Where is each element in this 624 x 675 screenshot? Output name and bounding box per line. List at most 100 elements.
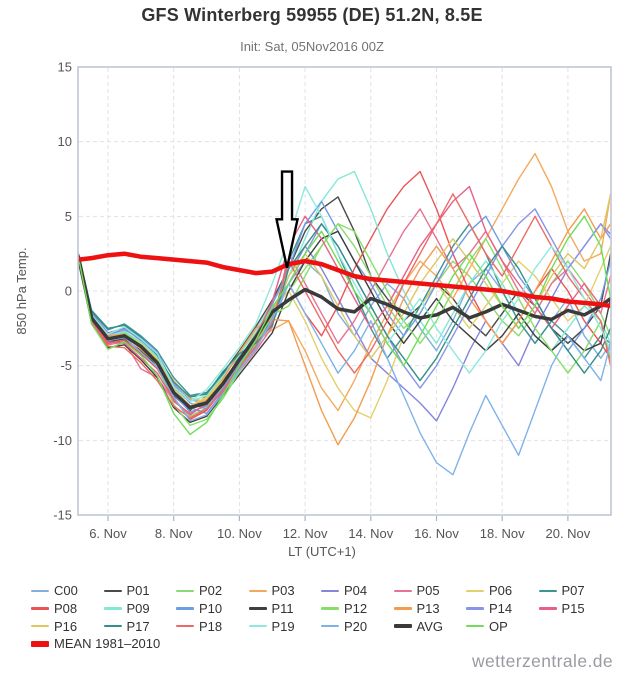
legend-label-p14: P14 [489,601,513,617]
legend-label-p10: P10 [199,601,223,617]
legend-swatch-p11 [248,607,267,610]
legend-item-p06: P06 [466,583,539,598]
legend-label-p12: P12 [344,601,368,617]
legend-label-mean-1981-2010: MEAN 1981–2010 [54,636,161,652]
legend-item-op: OP [466,619,539,634]
legend-swatch-avg [393,623,412,629]
tick-layer: 6. Nov 8. Nov 10. Nov 12. Nov 14. Nov 16. Nov… [53,60,591,541]
legend-row: C00 P01 P02 P03 P04 P05 P06 P07 [31,582,611,600]
legend-label-p08: P08 [54,601,78,617]
legend-item-p12: P12 [321,601,394,616]
legend-swatch-c00 [31,589,49,593]
legend-label-p20: P20 [344,618,368,634]
series-line-p05 [78,208,611,415]
x-axis-title: LT (UTC+1) [288,544,356,559]
legend-item-mean-1981-2010: MEAN 1981–2010 [31,636,160,651]
legend-label-p05: P05 [416,583,440,599]
legend-item-p17: P17 [103,618,177,634]
legend-item-p11: P11 [248,601,322,616]
legend-item-p08: P08 [31,601,104,616]
legend-label-p06: P06 [489,583,513,599]
legend-label-p09: P09 [126,601,150,617]
legend-label-avg: AVG [416,618,444,634]
legend-swatch-p12 [321,607,339,610]
plot-border [77,66,612,516]
legend-item-p18: P18 [176,619,249,634]
legend-swatch-p04 [321,589,339,593]
legend-swatch-p03 [248,589,267,593]
legend-swatch-p20 [321,624,339,628]
legend-swatch-p06 [466,589,484,593]
legend-item-p16: P16 [31,619,104,634]
legend-swatch-p15 [538,607,557,610]
legend-label-p15: P15 [561,601,585,617]
legend-item-p05: P05 [393,583,467,599]
legend-swatch-p14 [466,607,484,610]
legend-swatch-p07 [538,589,557,593]
legend-item-p19: P19 [248,619,322,634]
legend-item-p03: P03 [248,583,322,599]
legend-label-c00: C00 [54,583,78,599]
x-tick-label: 6. Nov [89,526,127,541]
series-line-mean-1981-2010 [78,251,611,309]
legend-item-p02: P02 [176,583,249,598]
init-time-subtitle: Init: Sat, 05Nov2016 00Z [240,39,384,54]
x-tick-label: 16. Nov [414,526,459,541]
legend-swatch-p08 [31,607,49,610]
x-tick-label: 10. Nov [217,526,262,541]
legend-item-avg: AVG [393,618,467,634]
legend-item-p15: P15 [538,601,612,617]
legend-item-p09: P09 [103,601,177,617]
watermark: wetterzentrale.de [471,651,613,671]
legend-item-p01: P01 [103,583,177,599]
series-line-p03 [78,152,611,412]
legend-label-p01: P01 [126,583,150,599]
page-title: GFS Winterberg 59955 (DE) 51.2N, 8.5E [141,5,483,25]
legend-swatch-p02 [176,589,194,593]
y-tick-label: -10 [53,433,72,448]
legend-label-p16: P16 [54,618,78,634]
down-arrow-annotation [275,170,300,269]
legend-swatch-p10 [176,607,194,610]
legend-label-p04: P04 [344,583,368,599]
legend-swatch-p05 [393,589,412,593]
legend-item-c00: C00 [31,583,104,598]
legend-swatch-p01 [103,589,122,593]
legend-row: P16 P17 P18 P19 P20 AVG OP [31,617,611,635]
y-axis-title: 850 hPa Temp. [14,247,29,334]
legend-label-op: OP [489,618,508,634]
legend-label-p03: P03 [271,583,295,599]
y-tick-label: 0 [65,284,72,299]
y-tick-label: -15 [53,507,72,522]
legend-item-p13: P13 [393,601,467,617]
legend-swatch-p13 [393,607,412,610]
x-tick-label: 14. Nov [348,526,393,541]
series-line-p12 [78,223,611,427]
legend-row: MEAN 1981–2010 [31,635,611,653]
legend-item-p20: P20 [321,619,394,634]
y-tick-label: 10 [58,134,72,149]
legend-swatch-op [466,624,484,628]
x-tick-label: 12. Nov [283,526,328,541]
legend-swatch-mean-1981-2010 [31,641,49,647]
legend-item-p10: P10 [176,601,249,616]
x-tick-label: 18. Nov [480,526,525,541]
legend-label-p13: P13 [416,601,440,617]
legend-swatch-p19 [248,624,267,628]
x-tick-label: 8. Nov [155,526,193,541]
legend-item-p04: P04 [321,583,394,598]
grid-layer [79,68,610,514]
legend-label-p17: P17 [126,618,150,634]
legend-swatch-p18 [176,624,194,628]
legend-swatch-p09 [103,607,122,610]
legend: C00 P01 P02 P03 P04 P05 P06 P07 P08 P09 P10 P11 P12 P… [31,582,611,653]
series-layer [78,152,611,476]
series-line-p19 [78,185,611,403]
legend-label-p18: P18 [199,618,223,634]
legend-swatch-p17 [103,624,122,628]
legend-swatch-p16 [31,624,49,628]
series-line-p20 [78,256,611,476]
legend-row: P08 P09 P10 P11 P12 P13 P14 P15 [31,600,611,618]
y-tick-label: 15 [58,60,72,75]
